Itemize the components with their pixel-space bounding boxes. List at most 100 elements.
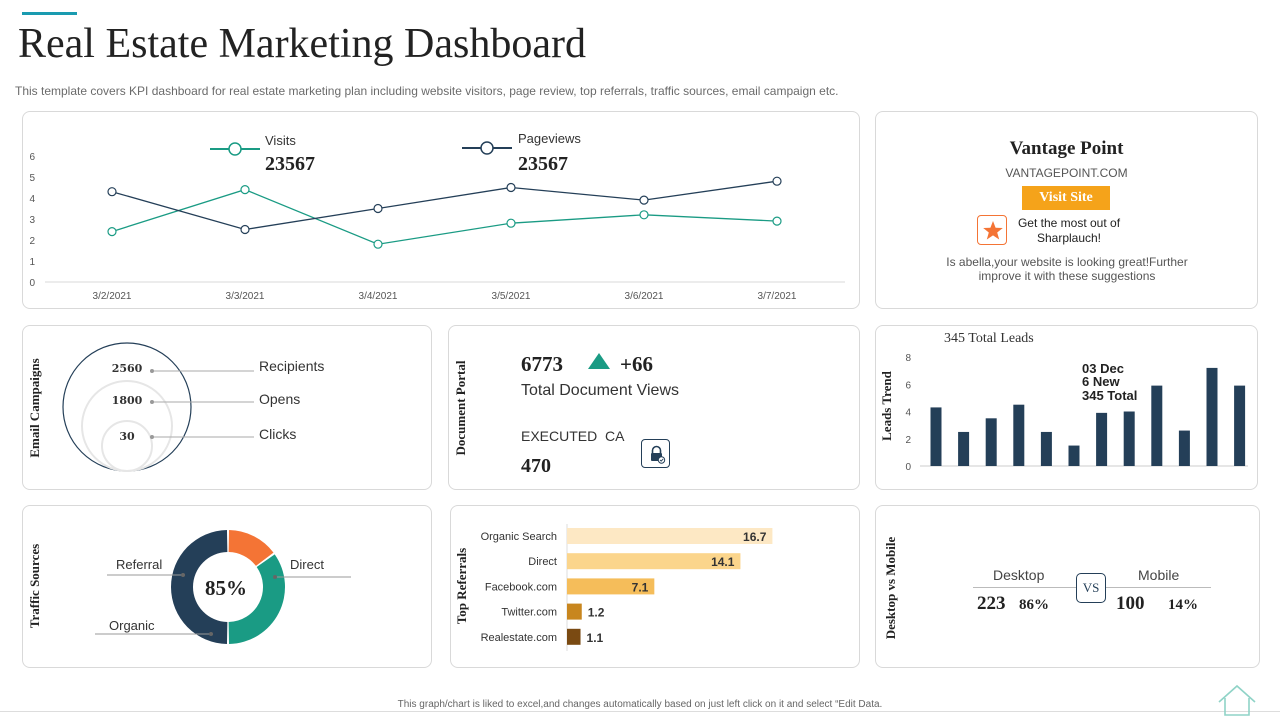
clicks-label: Clicks [259,426,296,442]
legend-visits-label: Visits [265,133,296,148]
legend-pageviews-value: 23567 [518,153,568,175]
document-views-label: Total Document Views [521,382,679,399]
lead-bar [1151,385,1163,466]
home-icon[interactable] [1217,684,1257,716]
top-referrals-card: Top Referrals Organic Search 16.7 Direct 14… [450,505,860,668]
vantage-card: Vantage Point VANTAGEPOINT.COM Visit Sit… [875,111,1258,309]
y-tick-label: 4 [29,194,35,205]
referral-category-label: Realestate.com [481,632,557,644]
lock-icon [651,445,666,464]
traffic-donut-chart: 85% Referral Direct Organic [95,530,351,644]
executed-ca-value: 470 [521,455,551,477]
organic-label: Organic [109,618,155,633]
opens-label: Opens [259,391,300,407]
point-visits [373,239,383,249]
lead-bar [958,431,970,466]
visits-card: Visits 23567 Pageviews 23567 0 1 2 3 4 5 6 3/2/… [22,111,860,309]
lock-badge[interactable] [641,439,670,468]
y-tick-label: 0 [29,278,35,289]
y-tick-label: 5 [29,173,35,184]
referral-bar [567,603,582,620]
traffic-center-label: 85% [205,576,247,600]
lead-bar [1178,430,1190,466]
x-tick-label: 3/6/2021 [625,291,664,302]
y-tick-label: 4 [905,408,911,419]
x-tick-label: 3/5/2021 [492,291,531,302]
clicks-circle [101,420,153,472]
clicks-dot [150,435,154,439]
legend-pageviews: Pageviews 23567 [462,131,581,175]
leads-tooltip-new: 6 New [1082,374,1120,389]
desktop-percent: 86% [1019,597,1049,613]
x-tick-label: 3/3/2021 [226,291,265,302]
referral-bar [567,553,741,570]
line-plot-area: 0 1 2 3 4 5 6 3/2/2021 3/3/2021 3/4/2021 3/5/2021 3… [29,152,845,302]
donut-slice-organic [228,554,285,644]
y-tick-label: 8 [905,353,911,364]
y-tick-label: 0 [905,462,911,473]
clicks-value: 30 [119,430,135,443]
mobile-value: 100 [1116,593,1145,614]
x-tick-label: 3/7/2021 [758,291,797,302]
up-arrow-icon [588,353,610,369]
executed-ca-label: EXECUTED CA [521,428,625,444]
lead-bar [1013,404,1025,466]
referral-dot [181,573,185,577]
visits-line-chart: Visits 23567 Pageviews 23567 0 1 2 3 4 5 6 3/2/… [29,131,845,302]
lead-bar [1206,367,1218,466]
donut-slice-referral [170,530,228,644]
legend-visits: Visits 23567 [210,133,315,175]
legend-pageviews-label: Pageviews [518,131,581,146]
series-line-visits [111,188,778,245]
leads-bar-chart: 0 2 4 6 8 03 Dec 6 New 345 Total [905,353,1248,473]
leads-tooltip-date: 03 Dec [1082,361,1124,376]
legend-visits-marker [228,142,242,156]
recipients-dot [150,369,154,373]
point-visits [240,184,250,195]
star-icon [983,221,1003,240]
referral-bar [567,528,773,544]
x-tick-label: 3/2/2021 [93,291,132,302]
footer-note: This graph/chart is liked to excel,and c… [397,699,883,710]
mobile-label: Mobile [1138,567,1180,583]
leads-plot-area: 0 2 4 6 8 [905,353,1248,473]
point-visits [772,216,782,226]
point-pageviews [772,176,782,186]
leads-title: 345 Total Leads [944,331,1034,346]
mobile-percent: 14% [1168,597,1198,613]
legend-pageviews-marker [480,141,494,155]
header-accent-bar [22,12,77,15]
referral-bar [567,578,655,595]
lead-bar [985,418,997,466]
y-tick-label: 6 [905,380,911,391]
lead-bar [1123,411,1135,466]
email-circles: 2560 1800 30 Recipients Opens Clicks [62,342,324,472]
referral-bar [567,628,581,645]
footer-line [0,711,1280,712]
referral-value-label: 7.1 [632,580,649,594]
point-visits [639,210,649,220]
y-tick-label: 2 [29,236,35,247]
direct-label: Direct [290,557,324,572]
series-line-pageviews [111,180,778,231]
referral-category-label: Facebook.com [485,581,557,593]
email-campaigns-card: Email Campaigns 2560 1800 30 Recipients … [22,325,432,490]
lead-bar [930,407,942,466]
point-pageviews [373,203,383,214]
opens-dot [150,400,154,404]
vantage-title: Vantage Point [1009,138,1124,159]
referral-category-label: Organic Search [481,531,557,543]
lead-bar [1234,385,1246,466]
visit-site-button[interactable]: Visit Site [1022,186,1110,210]
point-visits [107,226,117,237]
y-tick-label: 3 [29,215,35,226]
document-portal-card: Document Portal 6773 +66 Total Document … [448,325,860,490]
x-tick-label: 3/4/2021 [359,291,398,302]
page-title: Real Estate Marketing Dashboard [18,21,586,67]
point-pageviews [639,195,649,205]
leads-tooltip-total: 345 Total [1082,388,1137,403]
referral-category-label: Direct [528,556,557,568]
referrals-bar-chart: Organic Search 16.7 Direct 14.1 Facebook.com… [481,524,773,651]
page-subtitle: This template covers KPI dashboard for r… [15,84,839,98]
